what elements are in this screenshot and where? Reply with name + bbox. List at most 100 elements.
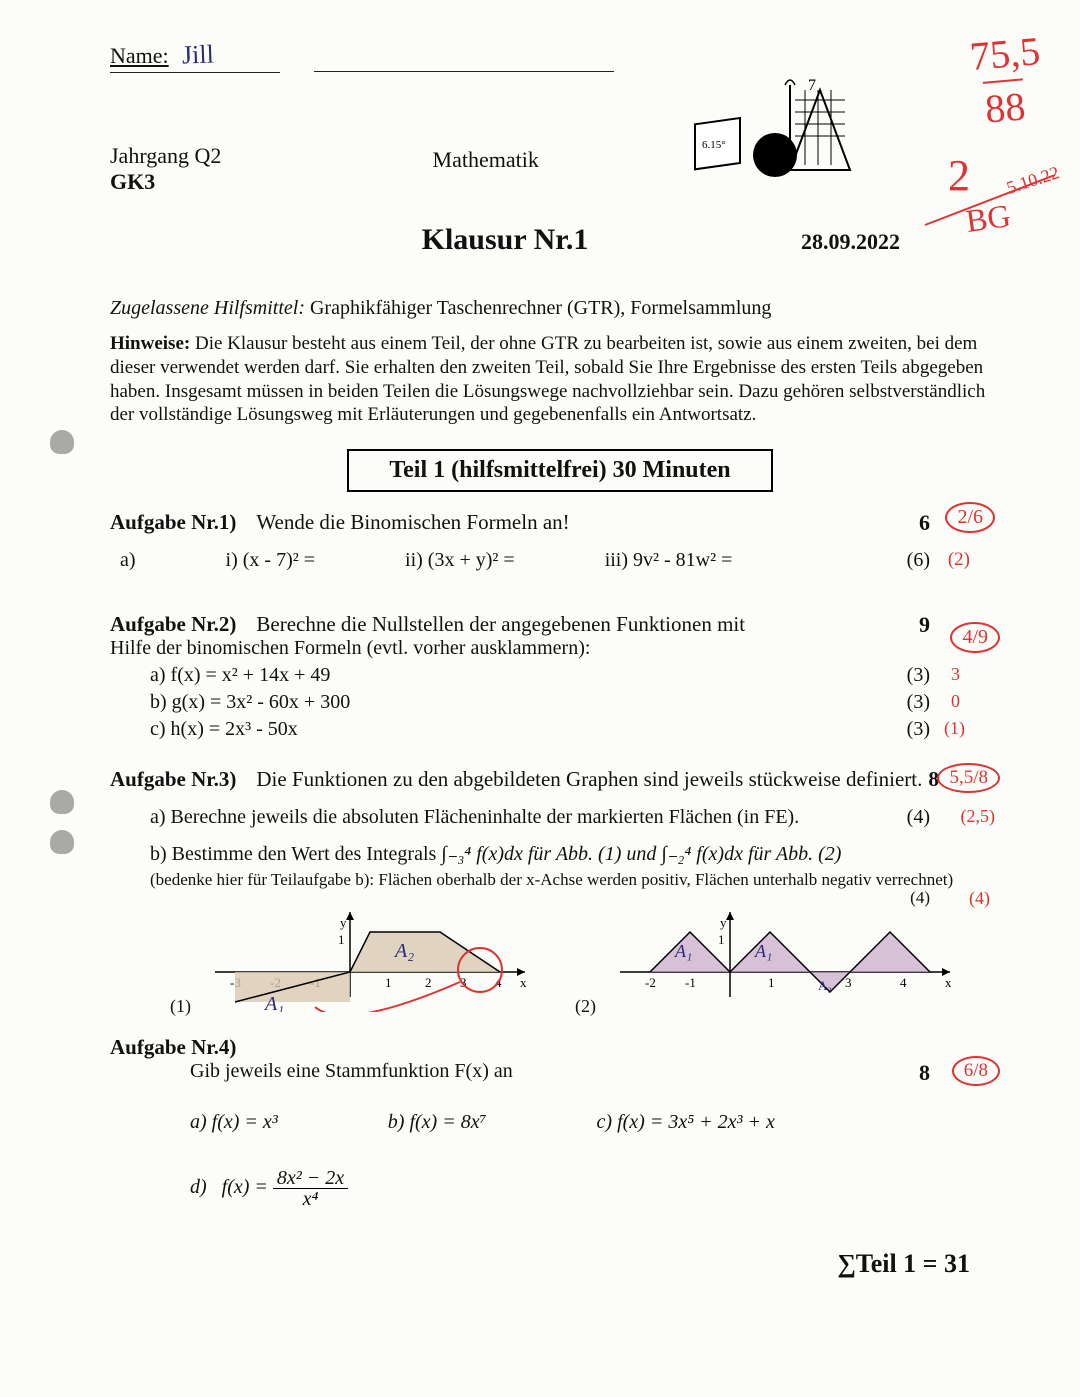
punch-hole bbox=[50, 830, 74, 854]
a1-subrow: a) i) (x - 7)² = ii) (3x + y)² = iii) 9v… bbox=[120, 549, 1010, 572]
a2-text2: Hilfe der binomischen Formeln (evtl. vor… bbox=[110, 637, 1010, 660]
a4-b: b) f(x) = 8x⁷ bbox=[388, 1111, 487, 1134]
a2-text: Berechne die Nullstellen der angegebenen… bbox=[256, 612, 745, 637]
aufgabe-1: Aufgabe Nr.1) Wende die Binomischen Form… bbox=[110, 510, 1010, 535]
subject: Mathematik bbox=[433, 147, 539, 173]
svg-text:7: 7 bbox=[808, 77, 816, 94]
svg-text:4: 4 bbox=[900, 975, 907, 990]
a2-pa: (3) bbox=[907, 664, 930, 687]
graph-1-svg: y 1 x -3-2-1 1234 A₂ A₁ bbox=[195, 902, 535, 1012]
hinweise-text: Die Klausur besteht aus einem Teil, der … bbox=[110, 333, 985, 425]
a4-a: a) f(x) = x³ bbox=[190, 1111, 278, 1134]
a3-text: Die Funktionen zu den abgebildeten Graph… bbox=[256, 767, 922, 792]
svg-text:1: 1 bbox=[768, 975, 775, 990]
a3-a-row: a) Berechne jeweils die absoluten Fläche… bbox=[150, 806, 1010, 829]
a3-pb: (4) bbox=[910, 888, 930, 908]
hilfsmittel-label: Zugelassene Hilfsmittel: bbox=[110, 297, 305, 319]
svg-text:1: 1 bbox=[338, 932, 345, 947]
svg-text:1: 1 bbox=[385, 975, 392, 990]
a3-pa: (4) bbox=[907, 806, 930, 829]
a2-b-row: b) g(x) = 3x² - 60x + 300 (3) 0 bbox=[150, 691, 1010, 714]
hilfsmittel-text: Graphikfähiger Taschenrechner (GTR), For… bbox=[310, 297, 771, 319]
hilfsmittel: Zugelassene Hilfsmittel: Graphikfähiger … bbox=[110, 297, 1010, 320]
a1-rowpoints: (6) bbox=[907, 549, 930, 572]
punch-hole bbox=[50, 430, 74, 454]
svg-text:-2: -2 bbox=[645, 975, 656, 990]
graphs-row: (1) y 1 x -3-2-1 1234 bbox=[170, 902, 1010, 1017]
g1-label: (1) bbox=[170, 996, 191, 1016]
a2-a: a) f(x) = x² + 14x + 49 bbox=[150, 664, 330, 686]
name-label: Name: bbox=[110, 43, 169, 68]
punch-hole bbox=[50, 790, 74, 814]
aufgabe-4: Aufgabe Nr.4) bbox=[110, 1035, 1010, 1060]
a2-pb: (3) bbox=[907, 691, 930, 714]
a3-b-row: b) Bestimme den Wert des Integrals ∫₋₃⁴ … bbox=[150, 841, 1010, 866]
exam-page: Name: Jill 6.15° 7 75,5 88 2 BG 5.10.22 … bbox=[0, 0, 1080, 1397]
a4-d: d) f(x) = 8x² − 2x x⁴ bbox=[190, 1176, 348, 1198]
svg-text:x: x bbox=[945, 975, 952, 990]
a2-pc: (3) bbox=[907, 718, 930, 741]
a3-a: a) Berechne jeweils die absoluten Fläche… bbox=[150, 806, 799, 828]
svg-text:1: 1 bbox=[718, 932, 725, 947]
aufgabe-2: Aufgabe Nr.2) Berechne die Nullstellen d… bbox=[110, 612, 1010, 637]
hinweise: Hinweise: Die Klausur besteht aus einem … bbox=[110, 332, 1010, 427]
svg-text:A₂: A₂ bbox=[393, 940, 414, 962]
a3-redscore: 5,5/8 bbox=[937, 763, 1000, 793]
svg-text:3: 3 bbox=[845, 975, 852, 990]
teil1-box: Teil 1 (hilfsmittelfrei) 30 Minuten bbox=[347, 449, 772, 492]
exam-date: 28.09.2022 bbox=[801, 229, 900, 254]
a4-c: c) f(x) = 3x⁵ + 2x³ + x bbox=[597, 1111, 775, 1134]
a2-c-row: c) h(x) = 2x³ - 50x (3) (1) bbox=[150, 718, 1010, 741]
a1-i: i) (x - 7)² = bbox=[226, 549, 315, 572]
svg-text:A₂: A₂ bbox=[818, 978, 832, 993]
a2-rb: 0 bbox=[951, 691, 960, 712]
a1-text: Wende die Binomischen Formeln an! bbox=[256, 510, 569, 535]
red-score-max: 88 bbox=[983, 78, 1027, 132]
a2-redscore: 4/9 bbox=[950, 622, 1000, 653]
sum-teil1: ∑Teil 1 = 31 bbox=[110, 1249, 970, 1279]
a4-label: Aufgabe Nr.4) bbox=[110, 1035, 236, 1060]
a3-ra: (2,5) bbox=[961, 806, 996, 827]
a2-a-row: a) f(x) = x² + 14x + 49 (3) 3 bbox=[150, 664, 1010, 687]
g2-label: (2) bbox=[575, 996, 596, 1016]
red-score-total: 75,5 bbox=[968, 27, 1042, 80]
a3-b-note-row: (bedenke hier für Teilaufgabe b): Fläche… bbox=[150, 870, 1010, 890]
a1-iii: iii) 9v² - 81w² = bbox=[605, 549, 733, 572]
a3-b-note: (bedenke hier für Teilaufgabe b): Fläche… bbox=[150, 870, 953, 889]
svg-text:y: y bbox=[340, 915, 347, 930]
a1-points: 6 bbox=[919, 510, 930, 536]
a2-rc: (1) bbox=[944, 718, 965, 739]
a4-text: Gib jeweils eine Stammfunktion F(x) an bbox=[190, 1060, 513, 1082]
svg-text:x: x bbox=[520, 975, 527, 990]
a2-label: Aufgabe Nr.2) bbox=[110, 612, 236, 637]
header-row: Jahrgang Q2 GK3 Mathematik bbox=[110, 143, 1010, 195]
svg-text:2: 2 bbox=[425, 975, 432, 990]
a1-ii: ii) (3x + y)² = bbox=[405, 549, 515, 572]
svg-text:6.15°: 6.15° bbox=[702, 139, 726, 151]
a2-ra: 3 bbox=[951, 664, 960, 685]
svg-text:A₁: A₁ bbox=[263, 993, 284, 1012]
a2-c: c) h(x) = 2x³ - 50x bbox=[150, 718, 298, 740]
a4-points: 8 bbox=[919, 1060, 930, 1086]
hinweise-label: Hinweise: bbox=[110, 333, 190, 354]
a3-rb: (4) bbox=[969, 888, 990, 909]
svg-text:A₁: A₁ bbox=[754, 941, 772, 961]
svg-text:y: y bbox=[720, 915, 727, 930]
jahrgang: Jahrgang Q2 bbox=[110, 143, 221, 169]
svg-text:-1: -1 bbox=[685, 975, 696, 990]
graph-1: (1) y 1 x -3-2-1 1234 bbox=[170, 902, 535, 1017]
a4-text-row: Gib jeweils eine Stammfunktion F(x) an 8… bbox=[190, 1060, 1010, 1083]
name-value: Jill bbox=[182, 39, 215, 70]
a3-b-int: ∫₋₃⁴ f(x)dx für Abb. (1) und ∫₋₂⁴ f(x)dx… bbox=[441, 843, 841, 865]
a4-redscore: 6/8 bbox=[952, 1056, 1000, 1086]
aufgabe-3: Aufgabe Nr.3) Die Funktionen zu den abge… bbox=[110, 767, 1010, 792]
exam-title: Klausur Nr.1 bbox=[422, 223, 589, 257]
name-row: Name: Jill bbox=[110, 40, 1010, 73]
graph-2-svg: y 1 x -2 -1 1 3 4 A₁ A₁ A₂ bbox=[600, 902, 960, 1012]
a4-row2: d) f(x) = 8x² − 2x x⁴ bbox=[190, 1168, 1010, 1209]
a3-b-pre: b) Bestimme den Wert des Integrals bbox=[150, 843, 441, 865]
svg-text:A₁: A₁ bbox=[674, 941, 692, 961]
a1-redsub: (2) bbox=[948, 549, 970, 571]
a2-b: b) g(x) = 3x² - 60x + 300 bbox=[150, 691, 350, 713]
a1-redscore: 2/6 bbox=[945, 502, 995, 533]
